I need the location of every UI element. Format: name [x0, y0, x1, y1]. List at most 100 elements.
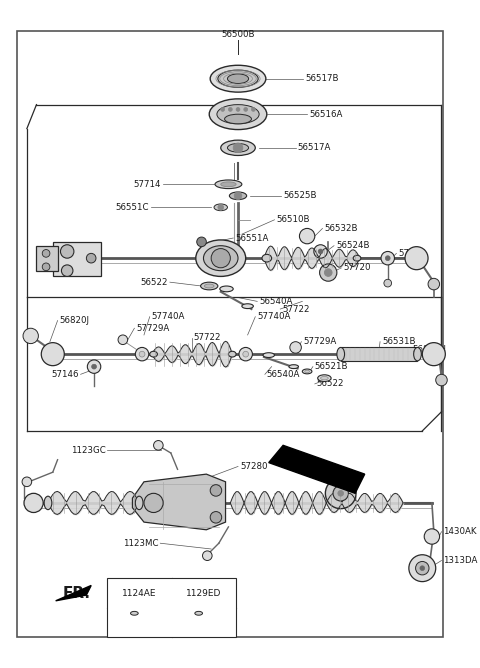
Circle shape [139, 351, 145, 357]
Circle shape [409, 554, 436, 582]
Circle shape [405, 246, 428, 270]
Text: 56525B: 56525B [283, 191, 317, 200]
Ellipse shape [228, 74, 249, 84]
Circle shape [92, 364, 96, 369]
Ellipse shape [302, 369, 312, 374]
Text: 56517A: 56517A [298, 144, 331, 152]
Text: 57729A: 57729A [136, 324, 169, 333]
Ellipse shape [204, 284, 214, 288]
Text: 56524B: 56524B [336, 241, 370, 250]
Ellipse shape [204, 246, 238, 271]
Circle shape [203, 551, 212, 560]
Circle shape [210, 512, 222, 523]
Circle shape [221, 108, 225, 112]
Ellipse shape [242, 304, 253, 309]
Polygon shape [56, 585, 91, 601]
Ellipse shape [262, 255, 272, 262]
Text: 56820J: 56820J [60, 316, 89, 325]
Circle shape [384, 279, 392, 287]
Circle shape [333, 486, 348, 501]
Ellipse shape [414, 347, 421, 361]
Circle shape [385, 256, 390, 261]
Bar [36, 246, 58, 271]
Circle shape [234, 192, 242, 200]
Circle shape [197, 237, 206, 246]
Circle shape [420, 566, 425, 570]
Text: 56510B: 56510B [276, 215, 310, 224]
Ellipse shape [215, 180, 242, 188]
Text: 57714: 57714 [134, 180, 161, 189]
Text: 56531B: 56531B [382, 337, 416, 346]
Circle shape [23, 328, 38, 343]
Ellipse shape [228, 351, 236, 357]
Text: 56522: 56522 [141, 278, 168, 287]
Ellipse shape [196, 240, 246, 277]
Circle shape [211, 248, 230, 268]
Ellipse shape [337, 347, 345, 361]
Circle shape [320, 264, 337, 281]
Text: FR.: FR. [62, 586, 90, 601]
Ellipse shape [150, 351, 157, 357]
Text: 56521B: 56521B [315, 362, 348, 371]
Text: 56517B: 56517B [305, 74, 339, 84]
Circle shape [154, 440, 163, 450]
Ellipse shape [214, 204, 228, 210]
Circle shape [324, 269, 332, 277]
Circle shape [424, 529, 440, 544]
Text: 57722: 57722 [194, 333, 221, 342]
Text: 56540A: 56540A [267, 370, 300, 379]
Circle shape [436, 374, 447, 386]
Text: 56522: 56522 [317, 379, 344, 388]
Circle shape [243, 351, 249, 357]
Text: 56500B: 56500B [221, 30, 255, 39]
Bar [341, 347, 418, 361]
Ellipse shape [195, 611, 203, 615]
Circle shape [428, 279, 440, 290]
Text: 57740A: 57740A [152, 312, 185, 321]
Circle shape [144, 494, 163, 512]
Text: 1123MC: 1123MC [123, 538, 158, 548]
Circle shape [318, 249, 323, 254]
Ellipse shape [44, 496, 52, 510]
Ellipse shape [209, 99, 267, 130]
Ellipse shape [220, 286, 233, 292]
Ellipse shape [221, 182, 236, 186]
Circle shape [86, 253, 96, 263]
Text: 1123GC: 1123GC [71, 446, 106, 455]
Ellipse shape [353, 255, 361, 261]
Circle shape [236, 108, 240, 112]
Circle shape [42, 250, 50, 257]
Circle shape [41, 343, 64, 365]
Text: 1430AK: 1430AK [444, 527, 477, 536]
Circle shape [244, 108, 248, 112]
Text: 57729A: 57729A [303, 337, 336, 346]
Ellipse shape [210, 65, 266, 92]
Circle shape [61, 265, 73, 277]
Text: 57720: 57720 [344, 263, 371, 273]
Ellipse shape [327, 482, 354, 505]
Circle shape [300, 228, 315, 244]
Circle shape [314, 244, 327, 258]
Text: 56551A: 56551A [235, 234, 268, 242]
Text: 57740A: 57740A [257, 312, 290, 321]
Ellipse shape [305, 370, 310, 373]
Ellipse shape [218, 70, 258, 88]
Ellipse shape [135, 496, 143, 510]
Text: 56551C: 56551C [115, 203, 149, 212]
Circle shape [24, 494, 43, 512]
Ellipse shape [131, 611, 138, 615]
Ellipse shape [225, 114, 252, 124]
Text: 1124AE: 1124AE [122, 589, 157, 598]
Ellipse shape [228, 144, 249, 152]
Circle shape [42, 263, 50, 271]
Polygon shape [269, 446, 365, 494]
Circle shape [325, 478, 356, 508]
Circle shape [416, 562, 429, 575]
Circle shape [239, 347, 252, 361]
Ellipse shape [217, 105, 259, 124]
Ellipse shape [289, 365, 299, 369]
Circle shape [135, 347, 149, 361]
Bar [108, 578, 236, 637]
Ellipse shape [201, 282, 218, 290]
Ellipse shape [263, 353, 275, 357]
